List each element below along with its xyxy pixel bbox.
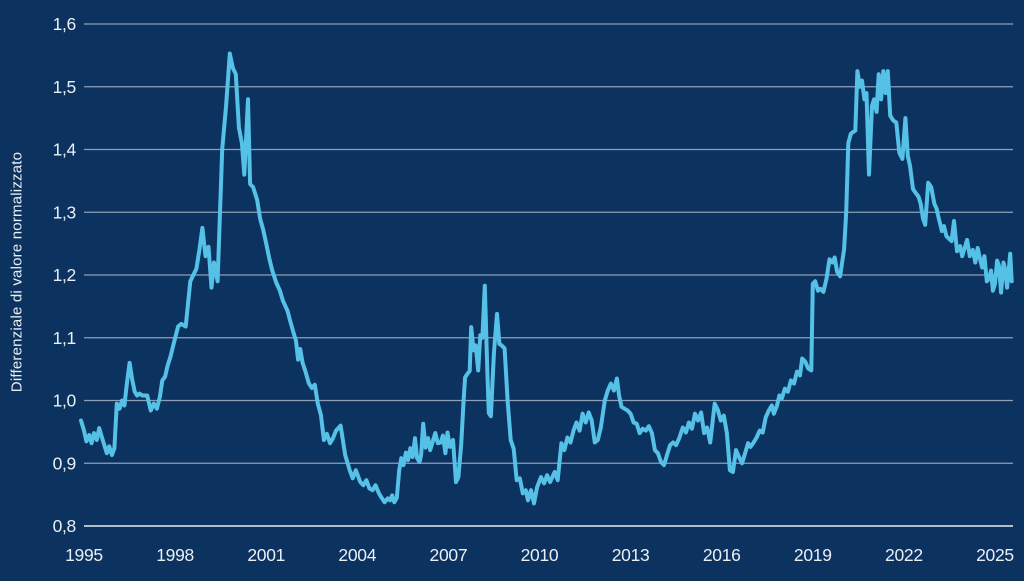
x-tick-label: 1995 (65, 545, 103, 565)
x-tick-label: 2004 (338, 545, 376, 565)
y-tick-label: 1,1 (53, 328, 76, 348)
x-tick-labels: 1995 1998 2001 2004 2007 2010 2013 2016 2019 2022… (65, 545, 1014, 565)
y-tick-label: 1,4 (53, 140, 77, 160)
y-tick-label: 0,8 (53, 516, 76, 536)
y-tick-label: 1,0 (53, 391, 77, 411)
y-tick-label: 1,6 (53, 14, 76, 34)
x-tick-label: 2013 (612, 545, 650, 565)
y-tick-label: 1,3 (53, 202, 76, 222)
y-tick-label: 1,5 (53, 77, 76, 97)
y-tick-label: 1,2 (53, 265, 76, 285)
x-tick-label: 2010 (521, 545, 559, 565)
y-tick-label: 0,9 (53, 453, 76, 473)
x-tick-label: 2007 (430, 545, 468, 565)
y-tick-labels: 0,8 0,9 1,0 1,1 1,2 1,3 1,4 1,5 1,6 (53, 14, 77, 536)
x-tick-label: 2016 (703, 545, 741, 565)
x-tick-label: 2022 (885, 545, 923, 565)
gridlines (84, 23, 1013, 527)
x-tick-label: 2025 (976, 545, 1014, 565)
x-tick-label: 2001 (247, 545, 285, 565)
series-line (79, 51, 1014, 506)
y-axis-title: Differenziale di valore normalizzato (8, 151, 26, 393)
x-tick-label: 1998 (156, 545, 194, 565)
x-tick-label: 2019 (794, 545, 832, 565)
